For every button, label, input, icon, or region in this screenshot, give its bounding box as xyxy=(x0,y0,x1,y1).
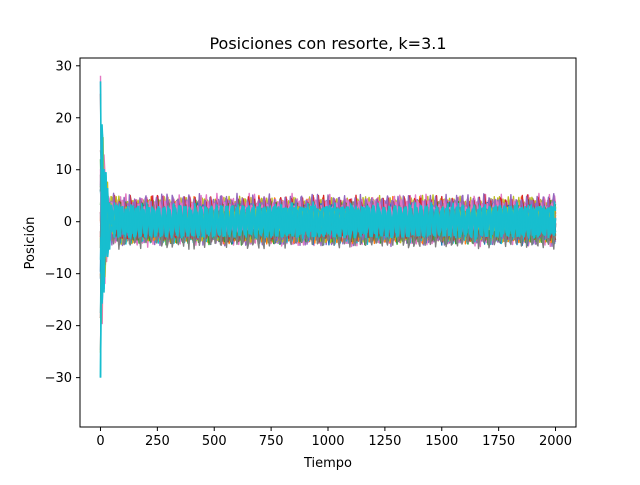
y-tick-label: −10 xyxy=(45,267,72,282)
y-axis-label: Posición xyxy=(23,217,38,270)
x-tick-label: 1500 xyxy=(425,434,458,449)
x-tick-label: 250 xyxy=(145,434,170,449)
x-axis: 0 250 500 750 1000 1250 1500 1750 2000 xyxy=(96,427,572,449)
x-tick-label: 750 xyxy=(259,434,284,449)
x-tick-label: 1750 xyxy=(482,434,515,449)
y-tick-label: 20 xyxy=(55,111,72,126)
chart-title: Posiciones con resorte, k=3.1 xyxy=(209,34,446,53)
plot-area xyxy=(99,75,557,378)
x-tick-label: 500 xyxy=(202,434,227,449)
x-tick-label: 1250 xyxy=(368,434,401,449)
series-line xyxy=(99,129,557,378)
y-tick-label: 30 xyxy=(55,59,72,74)
y-tick-label: 0 xyxy=(64,215,72,230)
series-layer xyxy=(99,75,557,378)
y-tick-label: 10 xyxy=(55,163,72,178)
y-tick-label: −20 xyxy=(45,319,72,334)
y-tick-label: −30 xyxy=(45,371,72,386)
y-axis: −30 −20 −10 0 10 20 30 xyxy=(45,59,80,386)
x-axis-label: Tiempo xyxy=(303,456,352,471)
x-tick-label: 2000 xyxy=(539,434,572,449)
x-tick-label: 1000 xyxy=(311,434,344,449)
x-tick-label: 0 xyxy=(96,434,104,449)
